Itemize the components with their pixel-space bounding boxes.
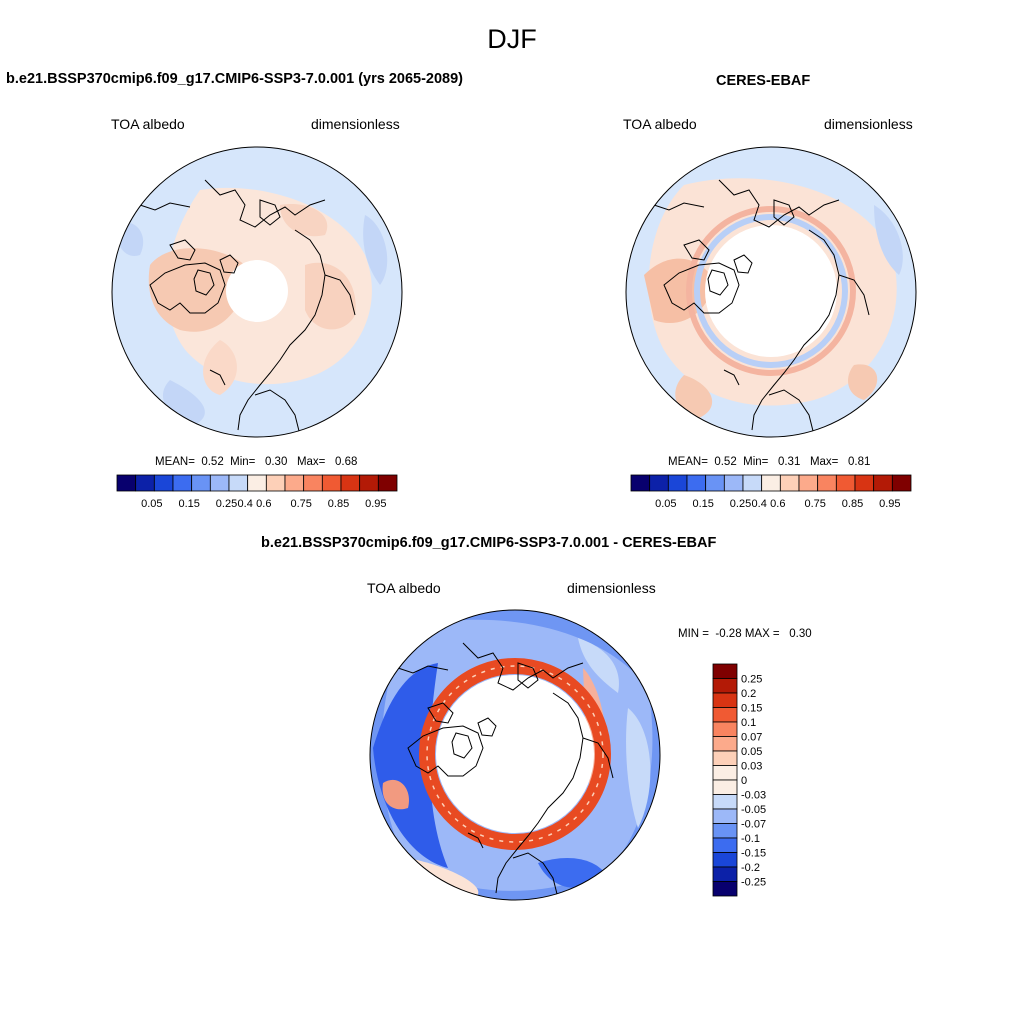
panel-1-variable: TOA albedo xyxy=(111,116,185,132)
panel-1-colorbar-tick-label: 0.15 xyxy=(178,498,199,510)
panel-2-colorbar-swatch xyxy=(630,474,651,492)
panel-3-polar-map xyxy=(369,609,661,901)
panel-3-colorbar-tick-label: -0.03 xyxy=(741,790,766,802)
panel-2-colorbar-swatch xyxy=(835,474,856,492)
panel-2-colorbar-tick-label: 0.95 xyxy=(879,498,900,510)
panel-2-colorbar-tick-label: 0.4 xyxy=(752,498,767,510)
panel-3-colorbar-swatch xyxy=(712,721,738,737)
panel-1-colorbar-swatch xyxy=(321,474,342,492)
panel-2-polar-map xyxy=(625,146,917,438)
panel-1-colorbar-swatch xyxy=(340,474,361,492)
panel-1-colorbar-swatch xyxy=(359,474,379,492)
panel-2-colorbar-swatch xyxy=(891,474,912,492)
panel-3-units: dimensionless xyxy=(567,580,656,596)
panel-2-colorbar-swatch xyxy=(817,474,837,492)
panel-3-colorbar-tick-label: -0.2 xyxy=(741,862,760,874)
panel-2-colorbar-swatch xyxy=(723,474,744,492)
panel-2-colorbar-tick-label: 0.75 xyxy=(804,498,825,510)
panel-1-colorbar-swatch xyxy=(191,474,211,492)
panel-3-colorbar-tick-label: 0.1 xyxy=(741,717,756,729)
panel-2-variable: TOA albedo xyxy=(623,116,697,132)
panel-1-polar-map xyxy=(111,146,403,438)
panel-2-colorbar-swatch xyxy=(873,474,893,492)
panel-2-colorbar-swatch xyxy=(705,474,725,492)
panel-2-colorbar-swatch xyxy=(649,474,669,492)
panel-1-colorbar-tick-label: 0.25 xyxy=(216,498,237,510)
panel-1-colorbar-tick-label: 0.85 xyxy=(328,498,349,510)
panel-1-colorbar-tick-label: 0.75 xyxy=(290,498,311,510)
panel-3-colorbar-tick-label: 0.2 xyxy=(741,688,756,700)
panel-2-colorbar: 0.05 0.15 0.25 0.4 0.6 0.75 0.85 0.95 xyxy=(630,474,912,510)
panel-3-colorbar-tick-label: 0.03 xyxy=(741,761,762,773)
panel-2-stats: MEAN= 0.52 Min= 0.31 Max= 0.81 xyxy=(668,456,871,468)
panel-3-colorbar-swatch xyxy=(712,837,738,853)
panel-3-colorbar-tick-label: 0.15 xyxy=(741,703,762,715)
panel-2-colorbar-swatch xyxy=(761,474,781,492)
panel-1-colorbar-tick-label: 0.6 xyxy=(256,498,271,510)
panel-3-stats: MIN = -0.28 MAX = 0.30 xyxy=(678,628,812,640)
panel-3-variable: TOA albedo xyxy=(367,580,441,596)
panel-3-colorbar-swatch xyxy=(712,736,738,752)
panel-1-colorbar-swatch xyxy=(116,474,137,492)
panel-3-colorbar-swatch xyxy=(712,750,738,766)
panel-2-colorbar-tick-label: 0.25 xyxy=(730,498,751,510)
panel-3-colorbar-tick-label: -0.07 xyxy=(741,819,766,831)
panel-3-colorbar-swatch xyxy=(712,678,738,694)
panel-2-units: dimensionless xyxy=(824,116,913,132)
panel-3-colorbar-swatch xyxy=(712,707,738,723)
panel-3-colorbar: 0.25 0.2 0.15 0.1 0.07 0.05 0.03 0 -0.03 -0.05 -0.… xyxy=(712,663,766,897)
panel-3-colorbar-tick-label: 0 xyxy=(741,775,747,787)
panel-3-colorbar-swatch xyxy=(712,692,738,708)
panel-1-units: dimensionless xyxy=(311,116,400,132)
panel-1-colorbar: 0.05 0.15 0.25 0.4 0.6 0.75 0.85 0.95 xyxy=(116,474,398,510)
panel-2-colorbar-swatch xyxy=(686,474,707,492)
panel-3-colorbar-swatch xyxy=(712,866,738,882)
panel-1-stats: MEAN= 0.52 Min= 0.30 Max= 0.68 xyxy=(155,456,358,468)
panel-2-colorbar-swatch xyxy=(742,474,763,492)
panel-1-colorbar-swatch xyxy=(153,474,174,492)
panel-1-colorbar-swatch xyxy=(228,474,249,492)
panel-3-colorbar-swatch xyxy=(712,765,738,781)
panel-3-colorbar-tick-label: -0.15 xyxy=(741,848,766,860)
panel-2-colorbar-tick-label: 0.05 xyxy=(655,498,676,510)
panel-1-title: b.e21.BSSP370cmip6.f09_g17.CMIP6-SSP3-7.… xyxy=(6,71,464,87)
panel-2-colorbar-swatch xyxy=(854,474,875,492)
panel-3-colorbar-swatch xyxy=(712,881,738,897)
panel-2-colorbar-swatch xyxy=(798,474,819,492)
figure-title: DJF xyxy=(487,24,537,54)
panel-3-colorbar-swatch xyxy=(712,808,738,824)
panel-3-colorbar-swatch xyxy=(712,794,738,810)
panel-2-title: CERES-EBAF xyxy=(716,73,811,89)
panel-1-colorbar-swatch xyxy=(284,474,305,492)
panel-3-colorbar-tick-label: -0.05 xyxy=(741,804,766,816)
panel-3-colorbar-swatch xyxy=(712,823,738,839)
panel-1-colorbar-tick-label: 0.95 xyxy=(365,498,386,510)
panel-1-colorbar-tick-label: 0.05 xyxy=(141,498,162,510)
panel-3-colorbar-tick-label: 0.05 xyxy=(741,746,762,758)
panel-2-colorbar-tick-label: 0.85 xyxy=(842,498,863,510)
panel-1-colorbar-swatch xyxy=(377,474,398,492)
panel-3-colorbar-tick-label: 0.25 xyxy=(741,674,762,686)
panel-1-colorbar-swatch xyxy=(303,474,323,492)
panel-2-colorbar-tick-label: 0.15 xyxy=(692,498,713,510)
panel-1-colorbar-swatch xyxy=(265,474,286,492)
panel-3-colorbar-tick-label: 0.07 xyxy=(741,732,762,744)
panel-2-colorbar-swatch xyxy=(667,474,688,492)
panel-3-colorbar-swatch xyxy=(712,663,738,679)
panel-3-colorbar-tick-label: -0.25 xyxy=(741,877,766,889)
panel-3-colorbar-swatch xyxy=(712,779,738,795)
panel-1-colorbar-swatch xyxy=(135,474,155,492)
panel-3-colorbar-tick-label: -0.1 xyxy=(741,833,760,845)
panel-2-colorbar-swatch xyxy=(779,474,800,492)
panel-3-colorbar-swatch xyxy=(712,852,738,868)
panel-3-title: b.e21.BSSP370cmip6.f09_g17.CMIP6-SSP3-7.… xyxy=(261,535,717,551)
panel-1-colorbar-swatch xyxy=(247,474,267,492)
panel-1-colorbar-tick-label: 0.4 xyxy=(238,498,253,510)
panel-2-colorbar-tick-label: 0.6 xyxy=(770,498,785,510)
panel-1-colorbar-swatch xyxy=(172,474,193,492)
panel-1-colorbar-swatch xyxy=(209,474,230,492)
